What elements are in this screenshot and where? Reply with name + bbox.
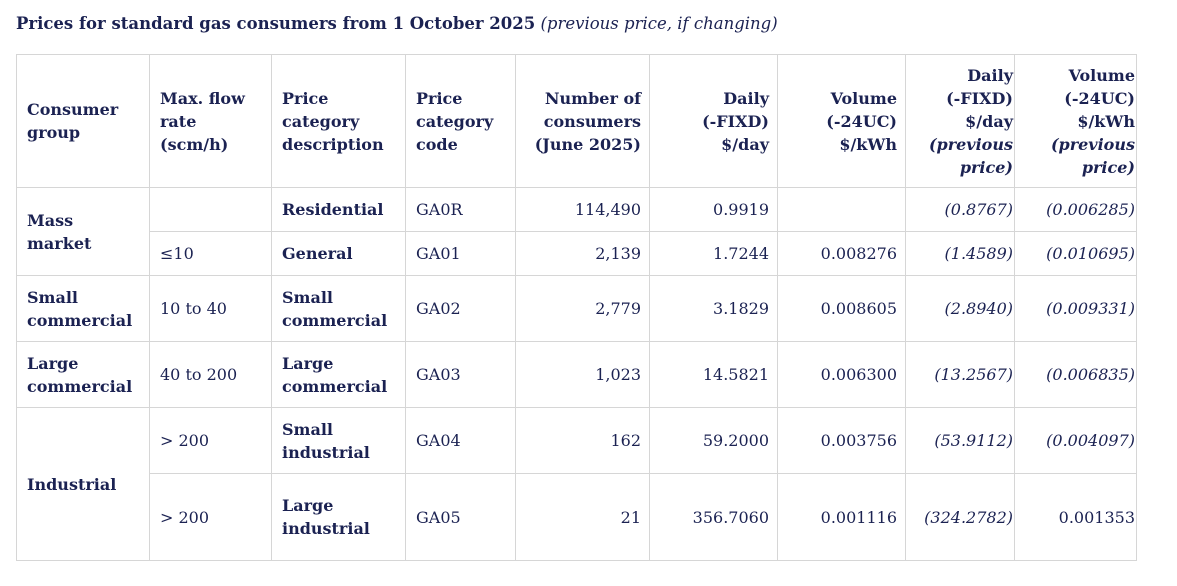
table-row: Mass market Residential GA0R 114,490 0.9… [16, 187, 1137, 276]
group-small-commercial: Small commercial [16, 275, 150, 342]
cell-volume: 0.006300 [777, 341, 906, 408]
header-daily: Daily (-FIXD) $/day [649, 54, 778, 188]
cell-prev-volume: (0.009331) [1014, 275, 1137, 342]
cell-code: GA03 [405, 341, 516, 408]
cell-description: Small commercial [271, 275, 406, 342]
cell-daily: 14.5821 [649, 341, 778, 408]
group-industrial: Industrial [16, 407, 150, 561]
cell-prev-daily: (324.2782) [905, 473, 1015, 561]
cell-flow: > 200 [149, 473, 272, 561]
cell-description: General [271, 231, 406, 276]
cell-prev-volume: (0.010695) [1014, 231, 1137, 276]
cell-flow: > 200 [149, 407, 272, 474]
group-large-commercial: Large commercial [16, 341, 150, 408]
cell-code: GA05 [405, 473, 516, 561]
cell-flow: 40 to 200 [149, 341, 272, 408]
header-consumer-group: Consumer group [16, 54, 150, 188]
cell-volume: 0.003756 [777, 407, 906, 474]
table-row: Industrial > 200 Small industrial GA04 16… [16, 407, 1137, 561]
cell-flow: 10 to 40 [149, 275, 272, 342]
header-max-flow-rate: Max. flow rate (scm/h) [149, 54, 272, 188]
cell-consumers: 114,490 [515, 187, 650, 232]
table-header-row: Consumer group Max. flow rate (scm/h) Price… [16, 54, 1137, 188]
cell-prev-volume: 0.001353 [1014, 473, 1137, 561]
cell-prev-daily: (53.9112) [905, 407, 1015, 474]
cell-flow: ≤10 [149, 231, 272, 276]
cell-volume: 0.008605 [777, 275, 906, 342]
cell-consumers: 21 [515, 473, 650, 561]
header-price-category-code: Price category code [405, 54, 516, 188]
cell-flow [149, 187, 272, 232]
cell-daily: 3.1829 [649, 275, 778, 342]
header-volume: Volume (-24UC) $/kWh [777, 54, 906, 188]
cell-consumers: 162 [515, 407, 650, 474]
gas-prices-table: Consumer group Max. flow rate (scm/h) Price… [16, 54, 1137, 561]
cell-code: GA01 [405, 231, 516, 276]
table-row: > 200 Large industrial GA05 21 356.7060 0… [17, 473, 1137, 561]
cell-prev-daily: (2.8940) [905, 275, 1015, 342]
title-main: Prices for standard gas consumers from 1… [16, 14, 536, 33]
table-row: Large commercial 40 to 200 Large commercia… [16, 341, 1137, 408]
cell-code: GA02 [405, 275, 516, 342]
cell-daily: 1.7244 [649, 231, 778, 276]
cell-volume [777, 187, 906, 232]
header-volume-previous: Volume (-24UC) $/kWh (previous price) [1014, 54, 1137, 188]
cell-prev-daily: (13.2567) [905, 341, 1015, 408]
header-number-of-consumers: Number of consumers (June 2025) [515, 54, 650, 188]
cell-daily: 356.7060 [649, 473, 778, 561]
cell-volume: 0.001116 [777, 473, 906, 561]
cell-prev-volume: (0.004097) [1014, 407, 1137, 474]
cell-daily: 59.2000 [649, 407, 778, 474]
page-title: Prices for standard gas consumers from 1… [16, 14, 778, 33]
cell-code: GA0R [405, 187, 516, 232]
cell-prev-daily: (1.4589) [905, 231, 1015, 276]
cell-code: GA04 [405, 407, 516, 474]
cell-prev-daily: (0.8767) [905, 187, 1015, 232]
cell-description: Small industrial [271, 407, 406, 474]
title-subtitle: (previous price, if changing) [540, 14, 778, 33]
table-row: Small commercial 10 to 40 Small commercial… [16, 275, 1137, 342]
table-row: ≤10 General GA01 2,139 1.7244 0.008276 (… [17, 231, 1137, 276]
cell-consumers: 2,779 [515, 275, 650, 342]
cell-volume: 0.008276 [777, 231, 906, 276]
cell-consumers: 1,023 [515, 341, 650, 408]
header-price-category-description: Price category description [271, 54, 406, 188]
cell-description: Large industrial [271, 473, 406, 561]
cell-description: Large commercial [271, 341, 406, 408]
group-mass-market: Mass market [16, 187, 150, 276]
cell-description: Residential [271, 187, 406, 232]
cell-consumers: 2,139 [515, 231, 650, 276]
cell-daily: 0.9919 [649, 187, 778, 232]
cell-prev-volume: (0.006835) [1014, 341, 1137, 408]
header-daily-previous: Daily (-FIXD) $/day (previous price) [905, 54, 1015, 188]
cell-prev-volume: (0.006285) [1014, 187, 1137, 232]
